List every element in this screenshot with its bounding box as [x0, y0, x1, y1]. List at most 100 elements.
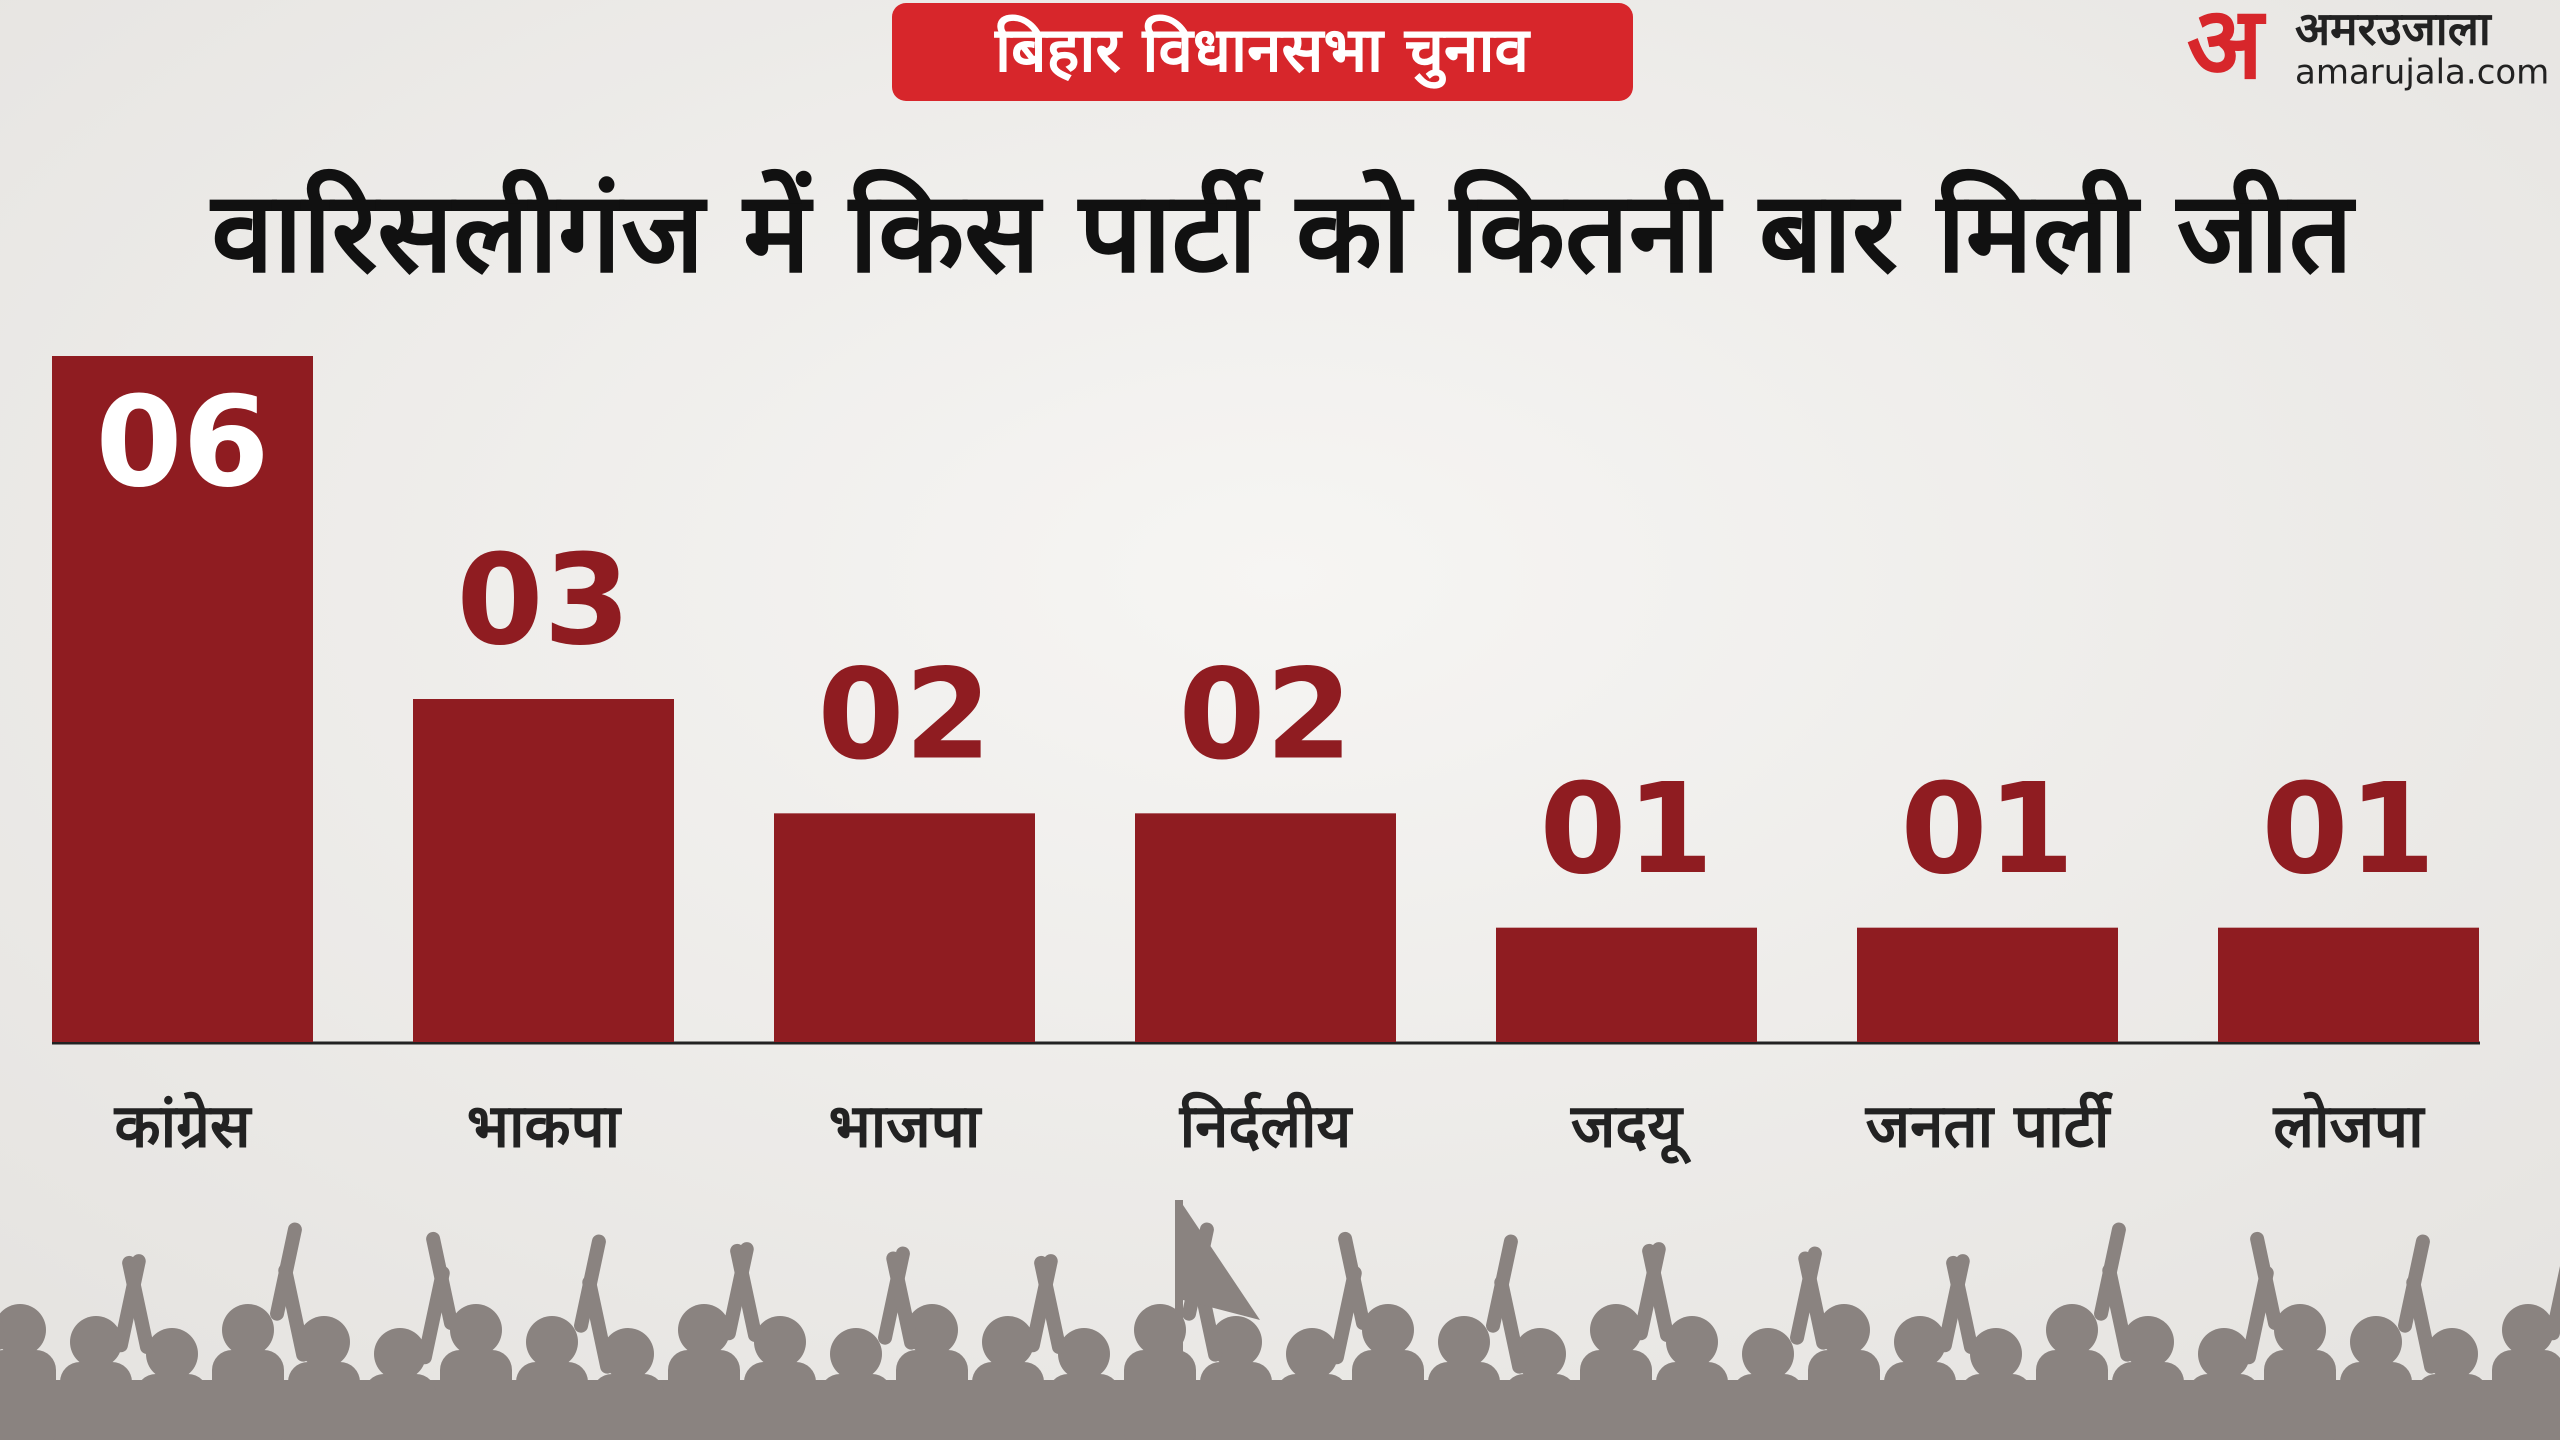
logo-name: अमरउजाला — [2295, 2, 2493, 56]
crowd-arm — [426, 1231, 459, 1331]
crowd-arm — [1798, 1251, 1831, 1350]
crowd-body — [2264, 1350, 2336, 1440]
value-label: 01 — [1540, 757, 1714, 902]
crowd-head — [1134, 1304, 1186, 1356]
crowd-arm — [2102, 1263, 2135, 1362]
tag-text: बिहार विधानसभा चुनाव — [994, 13, 1531, 89]
crowd-arm — [122, 1255, 155, 1355]
crowd-body — [2416, 1374, 2488, 1440]
x-tick-label: भाकपा — [467, 1092, 623, 1162]
crowd-head — [1666, 1316, 1718, 1368]
value-label: 01 — [1901, 757, 2075, 902]
crowd-body — [1656, 1362, 1728, 1440]
crowd-head — [2502, 1304, 2554, 1356]
crowd-arm — [1338, 1231, 1371, 1331]
crowd-head — [2350, 1316, 2402, 1368]
bar — [52, 356, 313, 1042]
crowd-head — [450, 1304, 502, 1356]
crowd-arm — [1494, 1275, 1527, 1374]
crowd-body — [1504, 1374, 1576, 1440]
crowd-head — [2122, 1316, 2174, 1368]
crowd-body — [1276, 1374, 1348, 1440]
crowd-head — [830, 1328, 882, 1380]
crowd-arm — [278, 1263, 311, 1362]
crowd-arm — [1642, 1243, 1675, 1343]
crowd-head — [2426, 1328, 2478, 1380]
crowd-body — [60, 1362, 132, 1440]
crowd-arm — [1034, 1255, 1067, 1355]
crowd-head — [1742, 1328, 1794, 1380]
crowd-head — [374, 1328, 426, 1380]
logo-mark: अ — [2187, 0, 2267, 101]
crowd-body — [668, 1350, 740, 1440]
crowd-head — [1514, 1328, 1566, 1380]
flag-pole — [1175, 1200, 1183, 1400]
crowd-body — [1048, 1374, 1120, 1440]
crowd-arm — [730, 1243, 763, 1343]
crowd-head — [1894, 1316, 1946, 1368]
crowd-head — [1590, 1304, 1642, 1356]
crowd-head — [222, 1304, 274, 1356]
crowd-body — [516, 1362, 588, 1440]
crowd-body — [1732, 1374, 1804, 1440]
crowd-body — [1200, 1362, 1272, 1440]
crowd-head — [754, 1316, 806, 1368]
bar — [1857, 927, 2118, 1042]
crowd-body — [820, 1374, 892, 1440]
crowd-body — [288, 1362, 360, 1440]
flag — [1183, 1205, 1260, 1320]
crowd-body — [1428, 1362, 1500, 1440]
crowd-body — [1352, 1350, 1424, 1440]
crowd-head — [982, 1316, 1034, 1368]
crowd-head — [1286, 1328, 1338, 1380]
crowd-body — [2112, 1362, 2184, 1440]
value-label: 02 — [1179, 643, 1353, 788]
bar — [413, 699, 674, 1042]
crowd-body — [2188, 1374, 2260, 1440]
x-tick-label: लोजपा — [2272, 1092, 2426, 1162]
crowd-arm — [2250, 1231, 2283, 1331]
crowd-head — [1210, 1316, 1262, 1368]
crowd-body — [440, 1350, 512, 1440]
x-tick-label: जदयू — [1570, 1092, 1692, 1165]
crowd-body — [896, 1350, 968, 1440]
tag-box — [892, 3, 1633, 101]
crowd-body — [0, 1350, 56, 1440]
chart-title: वारिसलीगंज में किस पार्टी को कितनी बार म… — [209, 168, 2357, 298]
crowd-body — [2036, 1350, 2108, 1440]
crowd-body — [972, 1362, 1044, 1440]
crowd-arm — [2406, 1275, 2439, 1374]
bar — [774, 813, 1035, 1042]
crowd-head — [906, 1304, 958, 1356]
crowd-body — [592, 1374, 664, 1440]
crowd-body — [1960, 1374, 2032, 1440]
crowd-head — [1058, 1328, 1110, 1380]
x-tick-label: जनता पार्टी — [1865, 1092, 2114, 1162]
value-label: 06 — [96, 370, 270, 515]
crowd-arm — [1946, 1255, 1979, 1355]
crowd-head — [678, 1304, 730, 1356]
x-tick-label: निर्दलीय — [1179, 1092, 1354, 1162]
crowd-body — [136, 1374, 208, 1440]
crowd-body — [744, 1362, 816, 1440]
crowd-body — [1884, 1362, 1956, 1440]
crowd-head — [298, 1316, 350, 1368]
crowd-head — [0, 1304, 46, 1356]
crowd-body — [2492, 1350, 2560, 1440]
crowd-head — [1970, 1328, 2022, 1380]
crowd-head — [526, 1316, 578, 1368]
value-label: 01 — [2262, 757, 2436, 902]
bar — [1135, 813, 1396, 1042]
crowd-head — [2274, 1304, 2326, 1356]
crowd-head — [602, 1328, 654, 1380]
value-label: 02 — [818, 643, 992, 788]
crowd-body — [364, 1374, 436, 1440]
crowd-head — [2046, 1304, 2098, 1356]
crowd-body — [1124, 1350, 1196, 1440]
crowd-body — [1808, 1350, 1880, 1440]
crowd-head — [1818, 1304, 1870, 1356]
crowd-arm — [886, 1251, 919, 1350]
crowd-head — [1438, 1316, 1490, 1368]
